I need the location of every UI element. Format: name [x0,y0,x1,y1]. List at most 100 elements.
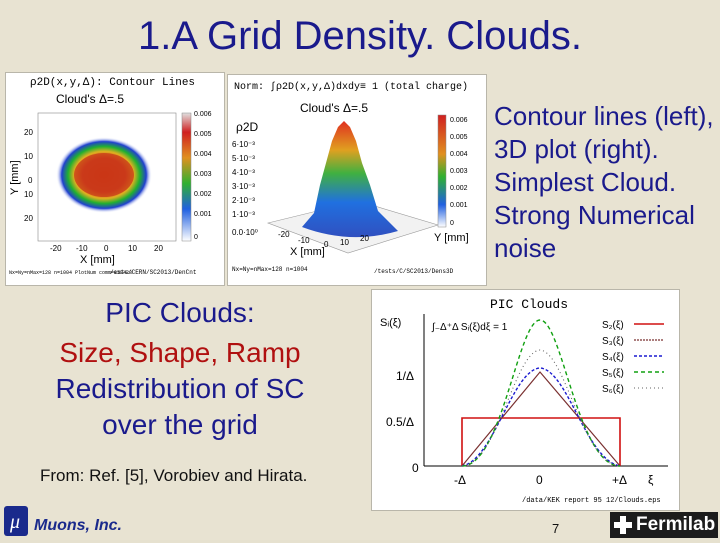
surface-cbar-tick: 0.006 [450,117,468,124]
cloud-curve-s3 [461,371,621,467]
contour-cbar-tick: 0.006 [194,111,212,118]
surface-x-tick: 10 [340,238,349,247]
contour-header: ρ2D(x,y,Δ): Contour Lines [30,77,195,89]
cloud-curve-s5 [461,319,621,467]
cloud-curve-s2 [461,417,621,466]
pic-clouds-size-shape: Size, Shape, Ramp [59,337,301,368]
muons-logo: μ Muons, Inc. [4,504,144,543]
surface-cbar-tick: 0.005 [450,134,468,141]
plot-description: Contour lines (left), 3D plot (right). S… [494,101,714,263]
cloud-plot-path: /data/KEK report 95 12/Clouds.eps [522,497,661,505]
reference-text: From: Ref. [5], Vorobiev and Hirata. [40,466,308,485]
surface-cbar-tick: 0.003 [450,168,468,175]
contour-colorbar-ticks: 0.006 0.005 0.004 0.003 0.002 0.001 0 [194,111,212,241]
slide-title: 1.A Grid Density. Clouds. [138,14,582,58]
cloud-x-tick: -Δ [454,473,466,487]
surface-cbar-tick: 0.001 [450,202,468,209]
contour-y-tick: 10 [24,152,33,161]
contour-x-tick: -20 [50,244,62,253]
contour-x-tick: 0 [104,244,109,253]
cloud-x-tick: +Δ [612,473,627,487]
muons-logo-symbol: μ [9,511,20,533]
cloud-formula-integral: ∫₋Δ⁺Δ Sᵢ(ξ)dξ = 1 [431,322,508,333]
cloud-legend-label: S₆(ξ) [602,384,624,395]
surface-xlabel: X [mm] [290,246,325,258]
muons-logo-badge [4,506,28,536]
cloud-shapes-plot: PIC Clouds Sᵢ(ξ) ∫₋Δ⁺Δ Sᵢ(ξ)dξ = 1 1/Δ 0… [380,297,668,505]
surface-z-tick: 2·10⁻³ [232,196,255,205]
surface-mound [302,121,398,238]
surface-plot-panel: Norm: ∫ρ2D(x,y,Δ)dxdy≡ 1 (total charge) … [227,74,487,286]
contour-y-tick: 10 [24,190,33,199]
contour-cbar-tick: 0.005 [194,131,212,138]
cloud-curve-s6 [461,349,621,467]
surface-colorbar-ticks: 0.006 0.005 0.004 0.003 0.002 0.001 0 [450,117,468,227]
surface-z-tick: 5·10⁻³ [232,154,255,163]
surface-x-ticks: -20 -10 0 10 20 [278,230,369,249]
cloud-formula-left: Sᵢ(ξ) [380,317,401,329]
pic-clouds-redistribution: Redistribution of SC [55,373,305,404]
contour-x-ticks: -20 -10 0 10 20 [50,244,163,253]
surface-colorbar [437,114,447,228]
contour-colorbar [181,112,192,242]
contour-core [74,153,134,197]
surface-norm: Norm: ∫ρ2D(x,y,Δ)dxdy≡ 1 (total charge) [234,81,468,93]
surface-x-tick: 0 [324,240,329,249]
surface-z-tick: 0.0·10⁰ [232,228,258,237]
fermilab-logo-text: Fermilab [636,514,716,535]
contour-cbar-tick: 0.004 [194,151,212,158]
cloud-y-tick: 1/Δ [396,369,414,383]
fermilab-mark-icon [614,516,632,534]
surface-ylabel: Y [mm] [434,232,469,244]
surface-z-tick: 3·10⁻³ [232,182,255,191]
surface-zlabel: ρ2D [236,120,259,134]
contour-x-tick: 10 [128,244,137,253]
contour-cbar-tick: 0.001 [194,211,212,218]
contour-footer-left: Nx=Ny=nMax=128 n=1004 PlotNum comm=15042… [9,270,132,276]
surface-x-tick: -20 [278,230,290,239]
contour-y-tick: 20 [24,128,33,137]
contour-xlabel: X [mm] [80,254,115,266]
cloud-x-tick: ξ [648,473,654,487]
surface-z-tick: 1·10⁻³ [232,210,255,219]
surface-cbar-tick: 0.002 [450,185,468,192]
contour-x-tick: 20 [154,244,163,253]
contour-subheader: Cloud's Δ=.5 [56,92,124,106]
contour-plot: ρ2D(x,y,Δ): Contour Lines Cloud's Δ=.5 Y… [9,77,212,276]
page-number: 7 [552,521,560,536]
surface-z-tick: 4·10⁻³ [232,168,255,177]
contour-cbar-tick: 0 [194,234,198,241]
surface-cbar-tick: 0 [450,220,454,227]
surface-subheader: Cloud's Δ=.5 [300,101,368,115]
cloud-curve-s4 [461,367,621,467]
surface-plot: Norm: ∫ρ2D(x,y,Δ)dxdy≡ 1 (total charge) … [232,81,469,275]
surface-z-tick: 6·10⁻³ [232,140,255,149]
cloud-legend-label: S₅(ξ) [602,368,624,379]
muons-logo-text: Muons, Inc. [34,517,122,534]
cloud-curves [461,319,621,467]
cloud-x-tick: 0 [536,473,543,487]
contour-plot-panel: ρ2D(x,y,Δ): Contour Lines Cloud's Δ=.5 Y… [5,72,225,286]
cloud-legend-label: S₃(ξ) [602,336,624,347]
cloud-legend-label: S₄(ξ) [602,352,624,363]
cloud-plot-title: PIC Clouds [490,297,568,312]
surface-x-tick: 20 [360,234,369,243]
cloud-legend-label: S₂(ξ) [602,320,624,331]
contour-cbar-tick: 0.003 [194,171,212,178]
contour-y-ticks: 20 10 0 10 20 [24,128,33,223]
contour-cbar-tick: 0.002 [194,191,212,198]
contour-x-tick: -10 [76,244,88,253]
pic-clouds-heading: PIC Clouds: [105,297,255,328]
contour-y-tick: 0 [28,176,33,185]
cloud-legend: S₂(ξ) S₃(ξ) S₄(ξ) S₅(ξ) S₆(ξ) [602,320,664,395]
contour-ylabel: Y [mm] [9,160,21,195]
surface-cbar-tick: 0.004 [450,151,468,158]
contour-y-tick: 20 [24,214,33,223]
cloud-y-tick: 0.5/Δ [386,415,414,429]
cloud-y-tick: 0 [412,461,419,475]
contour-footer-right: /exts/CERN/SC2013/DenCnt [110,269,196,276]
surface-z-ticks: 6·10⁻³ 5·10⁻³ 4·10⁻³ 3·10⁻³ 2·10⁻³ 1·10⁻… [232,140,258,237]
cloud-shapes-panel: PIC Clouds Sᵢ(ξ) ∫₋Δ⁺Δ Sᵢ(ξ)dξ = 1 1/Δ 0… [371,289,680,511]
surface-footer-right: /tests/C/SC2013/Dens3D [374,268,454,275]
